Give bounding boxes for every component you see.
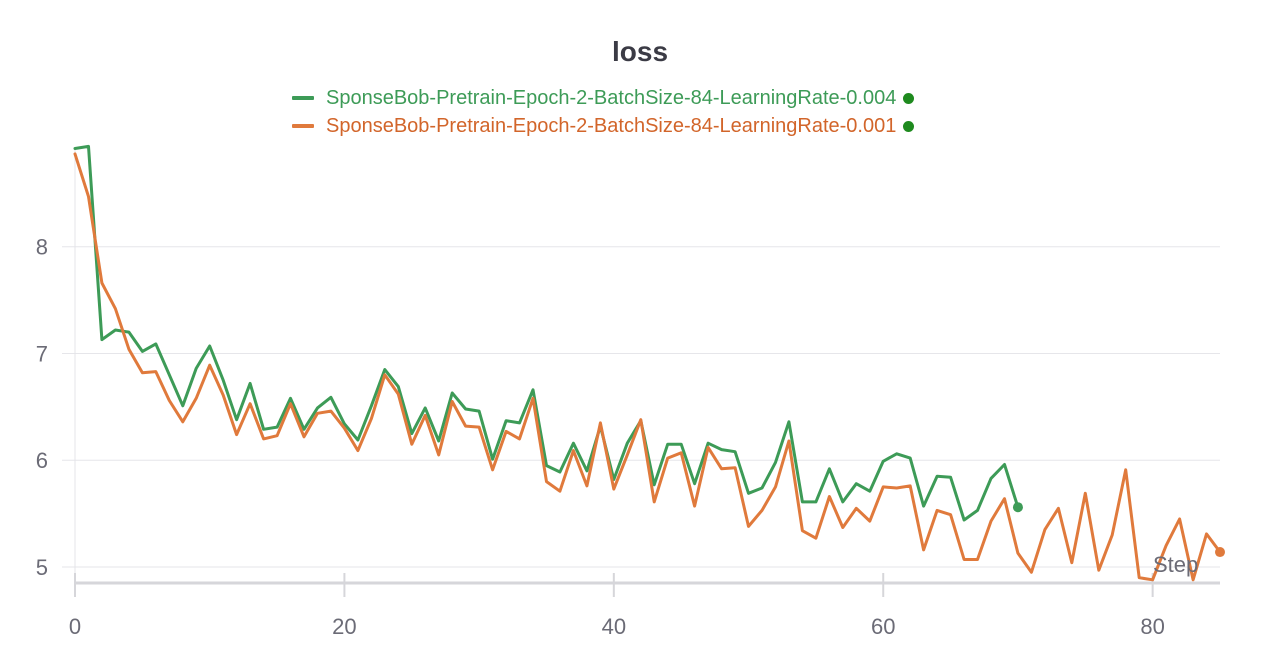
series-line-0[interactable] [73, 144, 1020, 522]
legend-dot-1 [903, 120, 915, 132]
legend-item-1[interactable]: SponseBob-Pretrain-Epoch-2-BatchSize-84-… [292, 112, 915, 140]
x-tick-label: 60 [871, 614, 895, 639]
series-line-1[interactable] [73, 152, 1222, 582]
x-tick-label: 40 [602, 614, 626, 639]
x-tick-label: 20 [332, 614, 356, 639]
y-tick-label: 8 [36, 235, 48, 260]
legend-label-1: SponseBob-Pretrain-Epoch-2-BatchSize-84-… [326, 114, 897, 137]
y-tick-label: 5 [36, 555, 48, 580]
x-tick-label: 80 [1140, 614, 1164, 639]
series-lines [73, 144, 1225, 582]
legend-label-0: SponseBob-Pretrain-Epoch-2-BatchSize-84-… [326, 86, 897, 109]
series-end-point-0 [1012, 502, 1023, 513]
x-axis-label: Step [1153, 552, 1198, 577]
legend-swatch-1 [292, 124, 314, 128]
legend-swatch-0 [292, 96, 314, 100]
y-tick-label: 6 [36, 448, 48, 473]
legend-item-0[interactable]: SponseBob-Pretrain-Epoch-2-BatchSize-84-… [292, 84, 915, 112]
x-tick-label: 0 [69, 614, 81, 639]
grid-lines [62, 246, 1220, 568]
y-tick-label: 7 [36, 341, 48, 366]
legend-dot-0 [903, 92, 915, 104]
chart-legend: SponseBob-Pretrain-Epoch-2-BatchSize-84-… [292, 84, 915, 140]
chart-title: loss [611, 36, 669, 67]
series-end-point-1 [1215, 547, 1225, 558]
